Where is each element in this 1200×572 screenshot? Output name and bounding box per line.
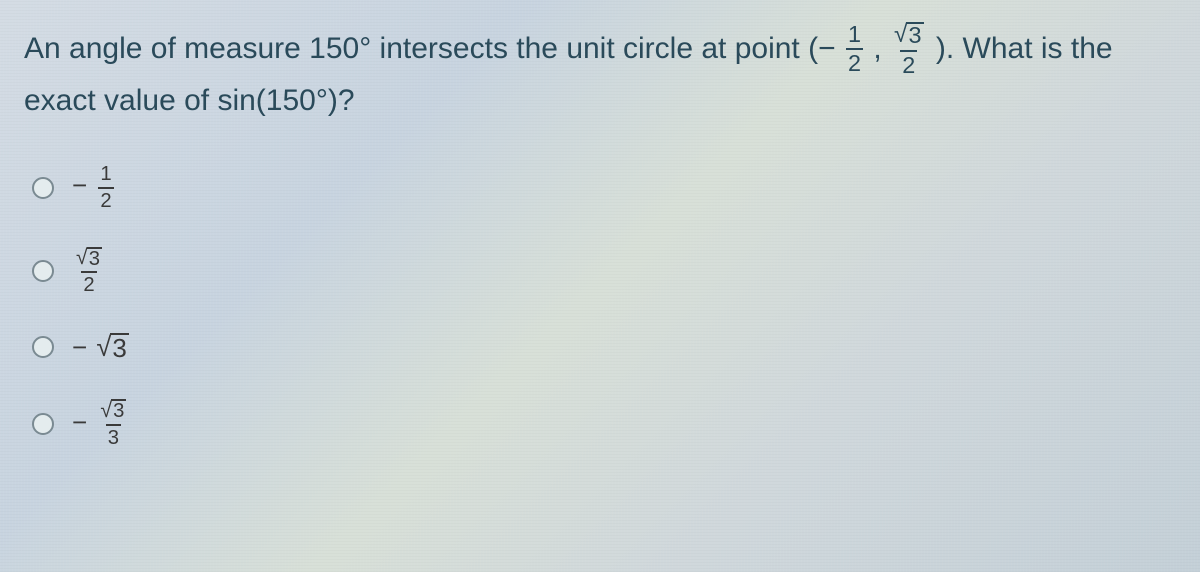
answer-options: − 1 2 3 2 − [24, 164, 1176, 448]
option-label: 3 2 [72, 247, 106, 296]
option-label: − 1 2 [72, 164, 116, 211]
fraction-denominator: 2 [900, 50, 917, 77]
option-label: − 3 3 [72, 399, 130, 448]
sqrt-icon: 3 [100, 399, 126, 421]
option-d[interactable]: − 3 3 [32, 399, 1176, 448]
sqrt-icon: 3 [96, 331, 128, 363]
question-line-2: exact value of sin(150°)? [24, 84, 355, 117]
question-part-3: ). What is the [936, 32, 1113, 65]
fraction-numerator: 3 [892, 22, 926, 50]
fraction-denominator: 2 [846, 48, 863, 75]
minus-sign: − [72, 332, 87, 362]
fraction-denominator: 2 [81, 271, 96, 295]
question-part-1: An angle of measure 150° intersects the … [24, 32, 836, 65]
option-a[interactable]: − 1 2 [32, 164, 1176, 211]
fraction: 3 2 [74, 247, 104, 296]
radio-button[interactable] [32, 177, 54, 199]
fraction-neg-half: 1 2 [846, 23, 863, 76]
fraction-sqrt3-over-2: 3 2 [892, 22, 926, 77]
question-panel: An angle of measure 150° intersects the … [0, 0, 1200, 448]
minus-sign: − [72, 170, 87, 200]
fraction-denominator: 3 [106, 424, 121, 448]
radio-button[interactable] [32, 413, 54, 435]
fraction-numerator: 3 [74, 247, 104, 271]
radio-button[interactable] [32, 336, 54, 358]
sqrt-icon: 3 [76, 247, 102, 269]
fraction: 3 3 [98, 399, 128, 448]
fraction-numerator: 1 [98, 164, 113, 186]
question-text: An angle of measure 150° intersects the … [24, 22, 1176, 124]
fraction-numerator: 3 [98, 399, 128, 423]
option-b[interactable]: 3 2 [32, 247, 1176, 296]
sqrt-icon: 3 [894, 22, 924, 47]
fraction: 1 2 [98, 164, 113, 211]
question-part-2: , [873, 32, 890, 65]
fraction-numerator: 1 [846, 23, 863, 48]
option-label: − 3 [72, 331, 129, 363]
minus-sign: − [72, 407, 87, 437]
fraction-denominator: 2 [98, 187, 113, 211]
radio-button[interactable] [32, 260, 54, 282]
option-c[interactable]: − 3 [32, 331, 1176, 363]
